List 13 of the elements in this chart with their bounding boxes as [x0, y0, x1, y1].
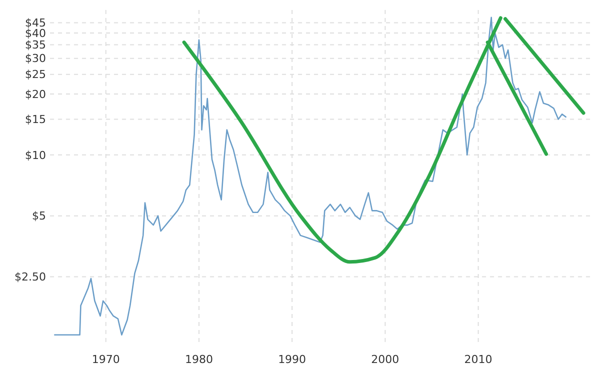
y-tick-label: $15: [25, 113, 46, 126]
x-tick-label: 1970: [92, 353, 120, 366]
y-tick-label: $2.50: [14, 270, 46, 284]
y-tick-label: $5: [32, 210, 46, 223]
x-tick-label: 2010: [464, 353, 492, 366]
y-tick-label: $10: [25, 148, 46, 162]
y-tick-label: $35: [25, 38, 46, 52]
x-tick-label: 1980: [184, 353, 213, 366]
x-tick-label: 1990: [278, 353, 306, 366]
x-tick-label: 2000: [371, 353, 400, 366]
y-tick-label: $25: [25, 68, 46, 82]
y-tick-label: $20: [25, 88, 46, 101]
y-tick-label: $30: [25, 52, 46, 66]
